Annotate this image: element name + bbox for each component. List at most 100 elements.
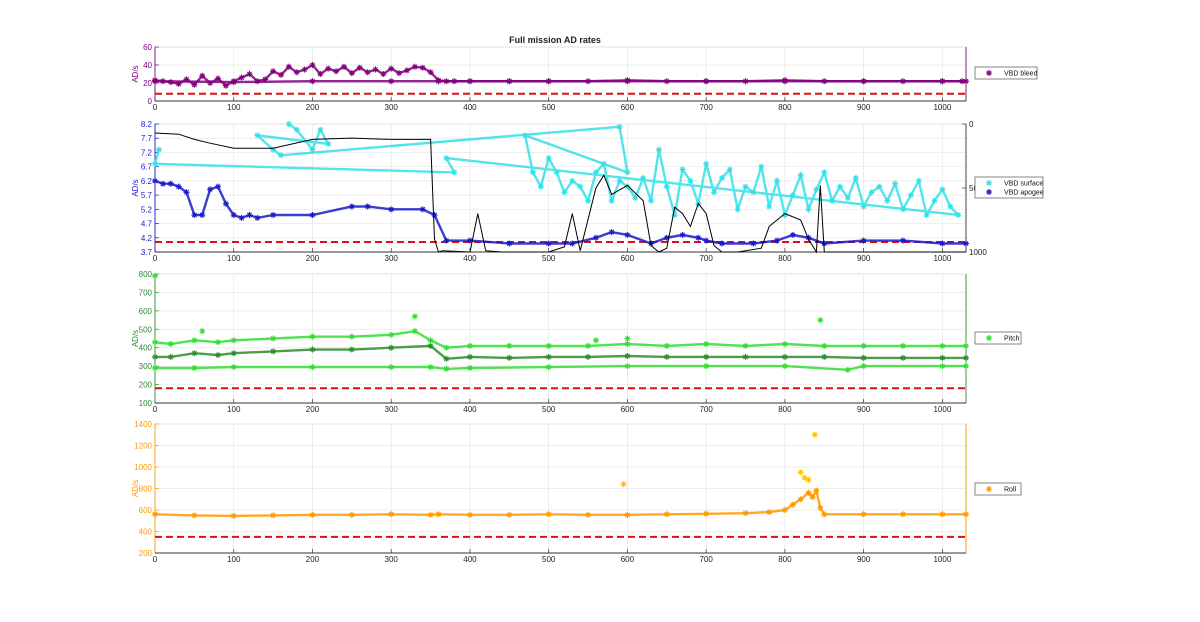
data-point [608, 229, 615, 236]
data-point [939, 511, 946, 518]
data-point [199, 72, 206, 79]
x-tick-label: 300 [385, 103, 399, 112]
x-tick-label: 600 [621, 555, 635, 564]
data-point [301, 66, 308, 73]
data-point [789, 501, 796, 508]
data-point [340, 63, 347, 70]
data-point [152, 511, 158, 518]
plot-area [154, 46, 967, 102]
data-point [270, 146, 277, 153]
x-tick-label: 400 [463, 254, 477, 263]
data-point [466, 353, 473, 360]
data-point [152, 272, 158, 279]
x-tick-label: 800 [778, 254, 792, 263]
x-tick-label: 500 [542, 254, 556, 263]
data-point [663, 511, 670, 518]
y-tick-label: 100 [139, 399, 153, 408]
x-tick-label: 0 [153, 555, 158, 564]
data-point [805, 476, 812, 483]
x-tick-label: 700 [699, 555, 713, 564]
y-tick-label: 400 [139, 528, 153, 537]
legend-label: Roll [1004, 487, 1017, 494]
data-point [427, 337, 434, 344]
data-point [781, 363, 788, 370]
data-point [199, 328, 206, 335]
data-point [963, 78, 969, 85]
x-tick-label: 600 [621, 254, 635, 263]
data-point [900, 342, 907, 349]
data-point [624, 363, 631, 370]
x-tick-label: 700 [699, 405, 713, 414]
data-point [191, 212, 198, 219]
x-tick-label: 800 [778, 103, 792, 112]
x-tick-label: 500 [542, 405, 556, 414]
y-tick-label: 4.2 [141, 234, 153, 243]
data-point [427, 364, 434, 371]
data-point [939, 78, 946, 85]
data-point [781, 507, 788, 513]
data-point [230, 512, 237, 519]
data-point [585, 353, 592, 360]
data-point [411, 313, 418, 320]
legend-label: VBD apogee [1004, 190, 1044, 197]
legend-box [974, 66, 1038, 80]
data-point [608, 197, 615, 204]
y-tick-label: 5.2 [141, 205, 153, 214]
legend-marker [986, 189, 992, 195]
series-trace-pitch-low [155, 364, 966, 372]
data-point [860, 78, 867, 85]
data-point [230, 212, 237, 219]
data-point [663, 234, 670, 241]
data-point [624, 169, 631, 176]
data-point [191, 337, 198, 344]
data-point [403, 67, 410, 74]
data-point [585, 197, 592, 204]
figure-title: Full mission AD rates [509, 35, 601, 45]
data-point [852, 175, 859, 182]
data-point [620, 481, 627, 488]
legend-box [974, 331, 1022, 345]
data-point [860, 511, 867, 518]
data-point [152, 339, 158, 346]
x-tick-label: 0 [153, 254, 158, 263]
data-point [585, 511, 592, 518]
data-point [152, 364, 158, 371]
data-point [466, 511, 473, 518]
data-point [435, 78, 442, 85]
y-tick-label: 500 [139, 325, 153, 334]
data-point [388, 78, 395, 85]
data-point [821, 353, 828, 360]
data-point [277, 71, 284, 78]
data-point [506, 342, 513, 349]
x-tick-label: 700 [699, 103, 713, 112]
data-point [585, 342, 592, 349]
panel-roll: 0 100 200 300 400 500 600 700 800 900 1000 200 400 60… [131, 420, 1022, 564]
y2-tick-label: 50 [969, 184, 978, 193]
x-tick-label: 500 [542, 103, 556, 112]
data-point [277, 152, 284, 159]
data-point [955, 212, 962, 219]
data-point [939, 240, 946, 247]
x-tick-label: 200 [306, 405, 320, 414]
data-point [624, 353, 631, 360]
data-point [758, 163, 765, 170]
panel-vbd: 0 100 200 300 400 500 600 700 800 900 10003.74.24.… [131, 120, 1044, 263]
data-point [679, 231, 686, 238]
data-point [817, 317, 824, 324]
data-point [167, 353, 174, 360]
y2-tick-label: 1000 [969, 248, 987, 257]
data-point [411, 63, 418, 70]
data-point [718, 175, 725, 182]
data-point [214, 183, 221, 190]
data-point [679, 166, 686, 173]
data-point [388, 364, 395, 371]
data-point [805, 206, 812, 213]
data-point [797, 469, 804, 476]
data-point [781, 78, 788, 85]
data-point [797, 496, 804, 503]
x-tick-label: 1000 [933, 254, 951, 263]
data-point [222, 82, 229, 89]
data-point [561, 189, 568, 196]
data-point [466, 78, 473, 85]
data-point [309, 333, 316, 340]
